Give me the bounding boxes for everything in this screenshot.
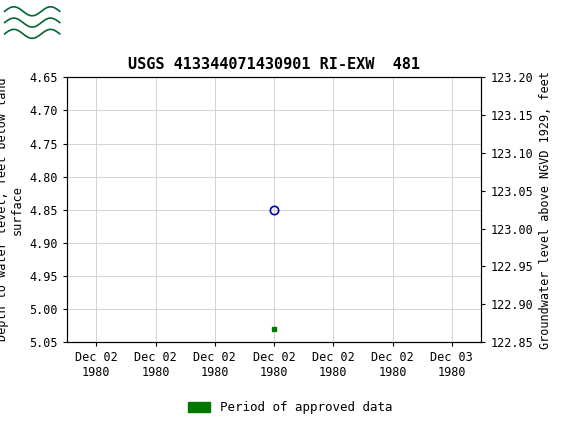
Title: USGS 413344071430901 RI-EXW  481: USGS 413344071430901 RI-EXW 481	[128, 57, 420, 72]
FancyBboxPatch shape	[5, 3, 60, 42]
Y-axis label: Depth to water level, feet below land
surface: Depth to water level, feet below land su…	[0, 78, 24, 341]
Y-axis label: Groundwater level above NGVD 1929, feet: Groundwater level above NGVD 1929, feet	[539, 71, 552, 349]
Legend: Period of approved data: Period of approved data	[183, 396, 397, 419]
Text: USGS: USGS	[65, 14, 120, 31]
